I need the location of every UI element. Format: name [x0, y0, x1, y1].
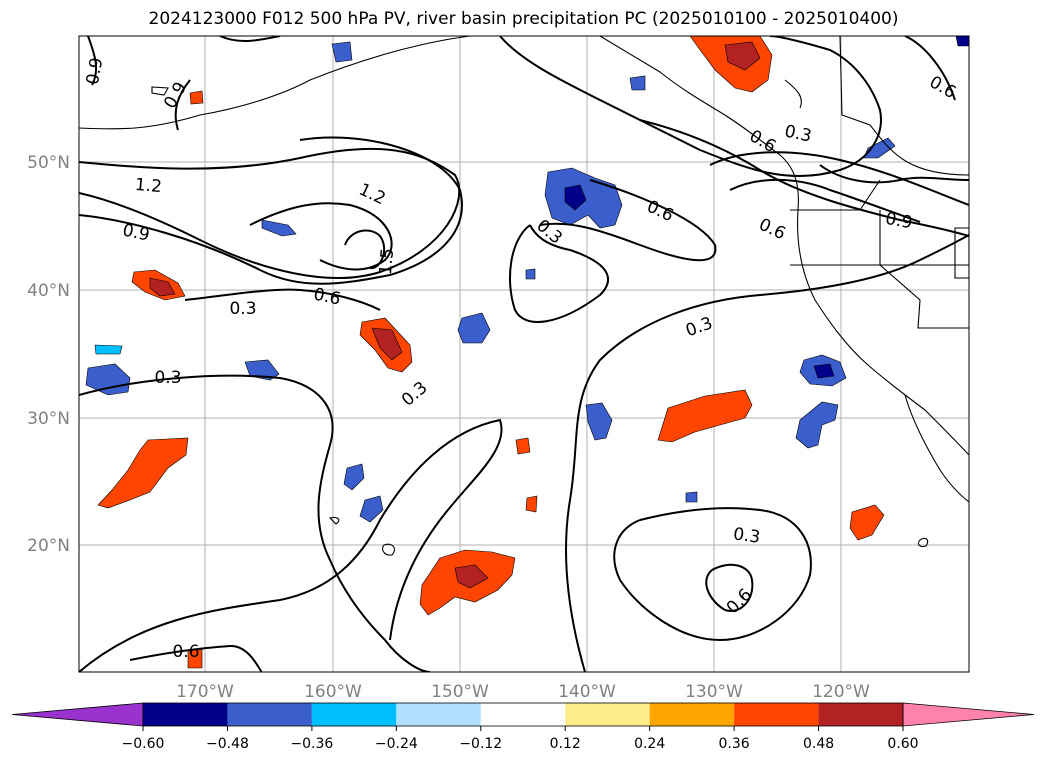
precip-positive-area — [189, 90, 204, 105]
map-plot-area — [79, 36, 969, 672]
contour-line — [79, 374, 431, 672]
contour-label: 0.6 — [172, 642, 199, 662]
contour-line — [729, 178, 921, 223]
colorbar-segment — [227, 703, 312, 726]
lon-label: 160°W — [304, 682, 362, 702]
lon-label: 170°W — [176, 682, 234, 702]
precip-negative-area — [85, 363, 131, 396]
contour-line — [79, 147, 461, 279]
precip-negative-area — [261, 219, 297, 237]
precip-negative-area — [359, 495, 384, 523]
contour-label: 0.9 — [884, 209, 914, 233]
precip-positive-area — [657, 389, 753, 443]
precip-negative-core — [813, 363, 835, 379]
contour-line — [499, 36, 882, 178]
colorbar-tick-label: 0.60 — [887, 736, 918, 752]
colorbar-tick-label: 0.48 — [803, 736, 834, 752]
colorbar-extend-high — [902, 702, 1035, 727]
contour-line — [613, 507, 812, 642]
contour-line — [539, 179, 717, 262]
map-title: 2024123000 F012 500 hPa PV, river basin … — [148, 9, 899, 29]
contour-line — [509, 224, 610, 323]
precip-negative-area — [585, 402, 613, 441]
contour-line — [709, 151, 969, 206]
precip-positive-area — [849, 504, 885, 541]
pv-contours — [79, 36, 969, 672]
precip-positive-core — [149, 277, 176, 297]
contour-label: 0.9 — [83, 56, 107, 86]
colorbar-segment — [143, 703, 228, 726]
contour-label: 0.3 — [732, 524, 762, 548]
colorbar-outline — [142, 702, 904, 727]
precip-negative-area — [525, 268, 536, 280]
colorbar-segment — [480, 703, 566, 726]
contour-line — [79, 136, 463, 285]
contour-line — [174, 79, 191, 131]
lon-label: 130°W — [685, 682, 743, 702]
lon-label: 140°W — [558, 682, 616, 702]
contour-line — [184, 288, 381, 311]
colorbar-segment — [565, 703, 650, 726]
contour-line — [639, 119, 969, 237]
colorbar-segment — [649, 703, 735, 726]
precip-negative-area — [629, 75, 646, 91]
precip-negative-core — [564, 184, 587, 211]
contour-line — [87, 36, 98, 86]
colorbar-tick-label: −0.24 — [375, 736, 418, 752]
lat-label: 30°N — [27, 409, 70, 429]
contour-label: 1.2 — [134, 175, 163, 197]
precip-negative-area — [94, 344, 123, 355]
colorbar-extend-low — [11, 702, 144, 727]
longitude-labels: 170°W 160°W 150°W 140°W 130°W 120°W — [176, 682, 870, 702]
contour-label: 0.3 — [154, 368, 181, 388]
lat-label: 40°N — [27, 281, 70, 301]
contour-line — [219, 36, 281, 43]
colorbar-tick-label: 0.24 — [634, 736, 665, 752]
colorbar-tick-label: 0.36 — [719, 736, 750, 752]
colorbar-segment — [734, 703, 819, 726]
colorbar-tick-label: −0.60 — [122, 736, 165, 752]
contour-line — [705, 563, 754, 612]
precip-negative-area — [685, 491, 698, 503]
contour-line — [129, 644, 263, 672]
colorbar-tick-label: −0.36 — [290, 736, 333, 752]
precip-positive-area — [515, 437, 531, 455]
lon-label: 120°W — [812, 682, 870, 702]
latitude-labels: 50°N 40°N 30°N 20°N — [27, 153, 70, 556]
contour-line — [904, 36, 956, 101]
colorbar-segment — [818, 703, 903, 726]
precip-positive-core — [454, 564, 489, 589]
precip-negative-area — [795, 401, 839, 449]
lon-label: 150°W — [431, 682, 489, 702]
contour-line — [79, 418, 503, 672]
colorbar-segment — [396, 703, 481, 726]
lat-label: 20°N — [27, 536, 70, 556]
precip-negative-area — [457, 312, 491, 344]
contour-label: 1.5 — [376, 247, 398, 276]
colorbar-tick-label: 0.12 — [550, 736, 581, 752]
colorbar-tick-label: −0.12 — [459, 736, 502, 752]
contour-line — [249, 202, 393, 271]
precip-negative-area — [955, 36, 969, 47]
colorbar-tick-label: −0.48 — [206, 736, 249, 752]
contour-line — [344, 229, 386, 270]
lat-label: 50°N — [27, 153, 70, 173]
precip-positive-core — [724, 41, 761, 71]
coastlines — [79, 36, 969, 556]
colorbar-segment — [311, 703, 397, 726]
precip-positive-area — [97, 437, 189, 509]
precip-positive-core — [371, 327, 403, 361]
precip-negative-area — [343, 463, 365, 491]
contour-line — [564, 234, 969, 672]
map-frame — [78, 35, 970, 673]
precip-positive-area — [525, 495, 538, 513]
contour-line — [819, 164, 969, 184]
colorbar: −0.60 −0.48 −0.36 −0.24 −0.12 0.12 0.24 0.36 0.4… — [11, 702, 1035, 752]
precip-negative-area — [331, 41, 353, 63]
contour-label: 0.3 — [229, 299, 256, 319]
precipitation-shading — [85, 36, 969, 669]
